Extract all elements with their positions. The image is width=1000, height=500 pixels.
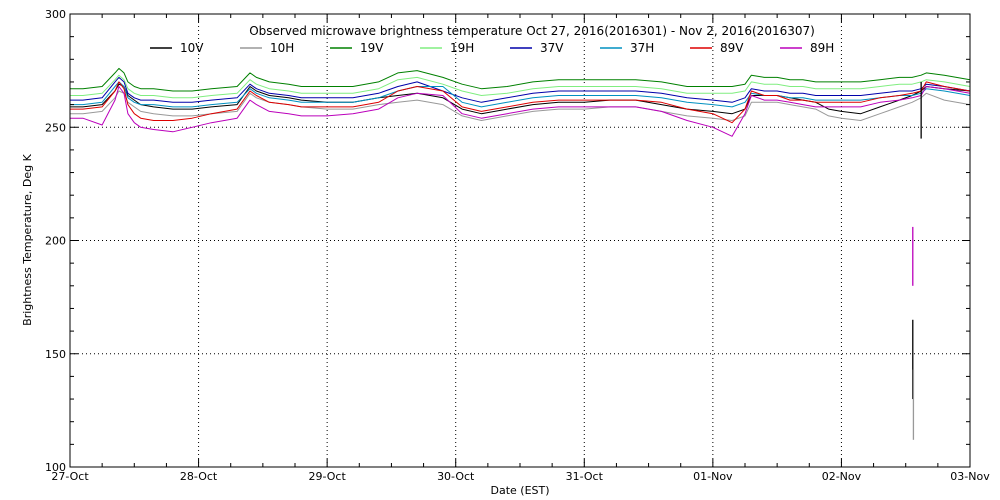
x-tick-label: 29-Oct [308,470,346,483]
legend: 10V 10H 19V 19H 37V 37H 89V 89H [150,41,834,55]
x-tick-label: 01-Nov [693,470,733,483]
y-tick-label: 150 [45,348,66,361]
x-tick-label: 27-Oct [51,470,89,483]
series-line-89v [70,81,971,124]
x-tick-label: 31-Oct [566,470,604,483]
series-line-10h [70,90,971,121]
legend-label-37h: 37H [630,41,654,55]
series-line-10v [70,83,971,115]
series-line-37v [70,76,971,103]
legend-label-89h: 89H [810,41,834,55]
legend-label-10h: 10H [270,41,294,55]
legend-label-37v: 37V [540,41,564,55]
legend-label-19v: 19V [360,41,384,55]
series-line-19h [70,74,971,99]
axis-ticks: 27-Oct 28-Oct 29-Oct 30-Oct 31-Oct 01-Nov 02-N… [45,8,990,483]
x-tick-label: 03-Nov [950,470,990,483]
legend-label-10v: 10V [180,41,204,55]
series-line-19v [70,67,971,92]
legend-label-89v: 89V [720,41,744,55]
series-line-37h [70,81,971,108]
y-axis-title: Brightness Temperature, Deg K [21,153,34,325]
y-tick-label: 300 [45,8,66,21]
x-tick-label: 02-Nov [822,470,862,483]
x-tick-label: 28-Oct [180,470,218,483]
legend-label-19h: 19H [450,41,474,55]
y-tick-label: 250 [45,121,66,134]
x-axis-title: Date (EST) [490,484,549,497]
x-tick-label: 30-Oct [437,470,475,483]
y-tick-label: 200 [45,235,66,248]
chart-title: Observed microwave brightness temperatur… [249,24,815,38]
series-lines [70,67,971,440]
series-line-89h [70,86,971,137]
y-tick-label: 100 [45,461,66,474]
